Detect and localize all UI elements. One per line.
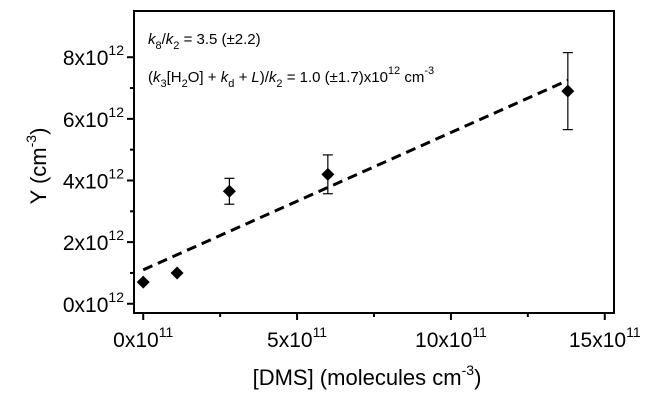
plot-frame [133,10,615,314]
x-axis-title: [DMS] (molecules cm-3) [253,362,482,390]
annotation-k3-intercept: (k3[H2O] + kd + L)/k2 = 1.0 (±1.7)x1012 … [148,65,434,90]
x-tick-label-2: 10x1011 [415,324,487,352]
data-points-layer [136,52,575,289]
x-tick-label-1: 5x1011 [267,324,327,352]
linear-fit-line [142,78,569,272]
data-point-4 [561,84,575,98]
annotation-k8-ratio: k8/k2 = 3.5 (±2.2) [148,31,261,52]
data-point-2 [222,184,236,198]
data-point-3 [321,167,335,181]
y-tick-label-4: 8x1012 [63,42,124,70]
y-tick-label-2: 4x1012 [63,165,124,193]
y-tick-labels: 0x1012 2x1012 4x1012 6x1012 8x1012 [63,42,124,317]
y-axis-title: Y (cm-3) [23,128,51,205]
fit-line-layer [142,78,569,272]
y-tick-label-1: 2x1012 [63,227,124,255]
tick-marks [127,56,606,320]
x-tick-label-0: 0x1011 [113,324,173,352]
y-tick-label-0: 0x1012 [63,289,124,317]
x-tick-label-3: 15x1011 [569,324,641,352]
x-tick-labels: 0x1011 5x1011 10x1011 15x1011 [113,324,641,352]
y-tick-label-3: 6x1012 [63,104,124,132]
data-point-1 [170,266,184,280]
data-point-0 [136,275,150,289]
